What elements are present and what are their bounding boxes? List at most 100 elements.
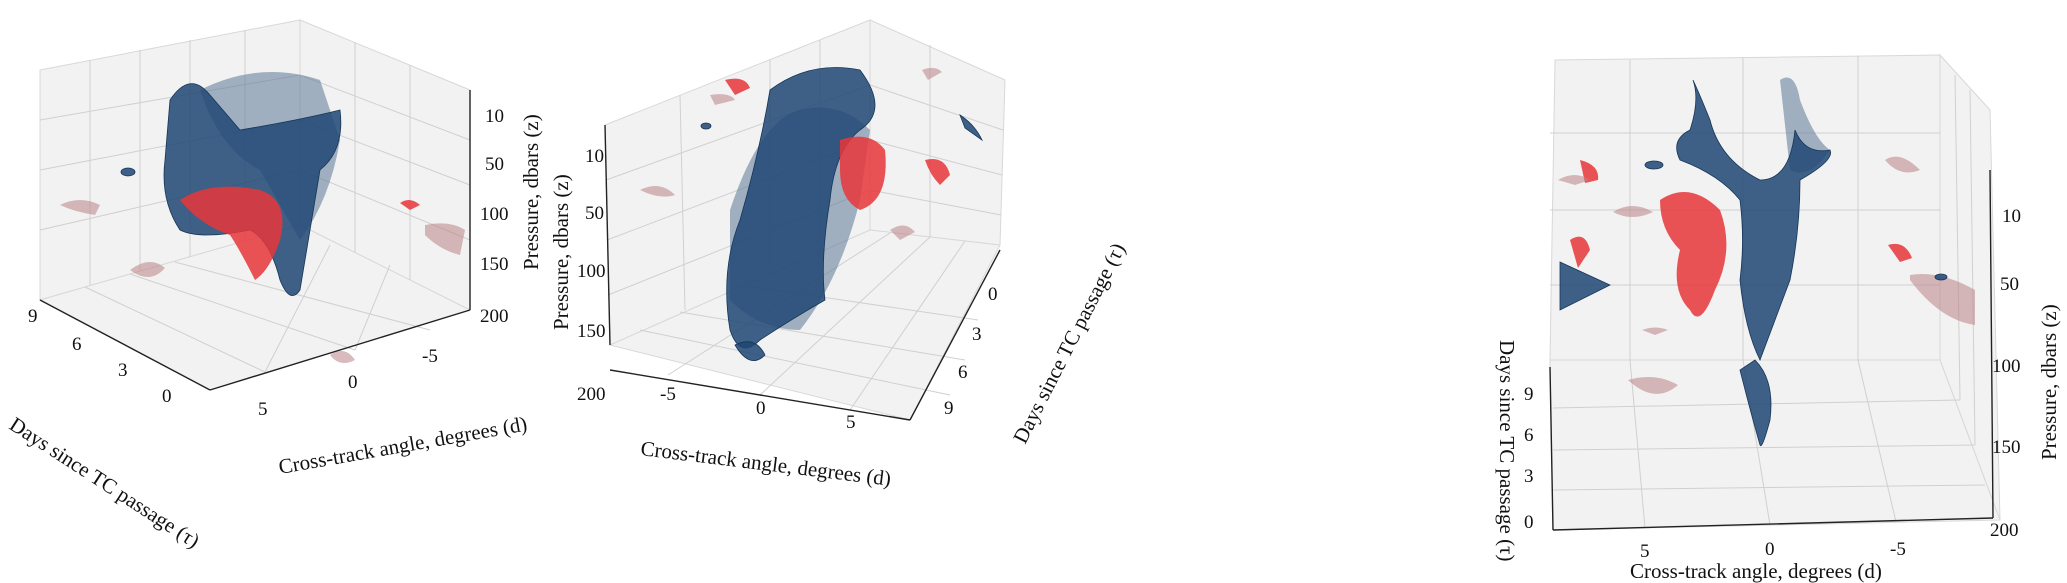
- tick-label: -5: [660, 384, 676, 405]
- tick-label: 150: [1992, 437, 2021, 458]
- negative-blob: [1644, 160, 1664, 170]
- tick-label: -5: [422, 346, 438, 367]
- crosstrack-tick-labels: 5 0 -5: [258, 346, 438, 420]
- pressure-axis-line: [1989, 169, 1994, 519]
- crosstrack-axis-label: Cross-track angle, degrees (d): [1630, 559, 1882, 583]
- tick-label: 50: [485, 154, 504, 175]
- positive-blob: [1885, 156, 1920, 173]
- tick-label: 3: [972, 324, 982, 345]
- tick-label: 10: [2002, 206, 2021, 227]
- crosstrack-tick-labels: 5 0 -5: [1640, 539, 1906, 562]
- tick-label: 6: [958, 362, 968, 383]
- crosstrack-axis-line: [609, 369, 911, 421]
- floor-pane: [1549, 359, 2001, 531]
- tick-label: 0: [162, 386, 172, 407]
- negative-blob: [1559, 261, 1611, 311]
- negative-isosurface: [1676, 79, 1832, 361]
- tick-label: 0: [988, 284, 998, 305]
- positive-blob: [1888, 243, 1912, 262]
- tick-label: 3: [118, 360, 128, 381]
- panel-left: 10 50 100 150 200 Pressure, dbars (z) 9 …: [5, 19, 543, 553]
- tick-label: 9: [1524, 384, 1534, 405]
- positive-isosurface: [1660, 192, 1727, 317]
- negative-blob: [959, 113, 983, 142]
- positive-blob: [725, 78, 750, 95]
- days-axis-line: [1549, 366, 1554, 531]
- tick-label: 10: [485, 106, 504, 127]
- tick-label: 5: [846, 412, 856, 433]
- positive-blob: [60, 200, 100, 215]
- positive-blob: [925, 159, 950, 185]
- crosstrack-axis-line: [1552, 517, 1994, 531]
- positive-blob: [890, 225, 915, 240]
- tick-label: 9: [944, 398, 954, 419]
- tick-label: 50: [585, 203, 604, 224]
- tick-label: 100: [1992, 356, 2021, 377]
- positive-blob: [330, 351, 355, 364]
- tick-label: 100: [577, 261, 606, 282]
- positive-isosurface: [180, 186, 283, 280]
- tick-label: 9: [28, 306, 38, 327]
- days-tick-labels: 9 6 3 0: [1524, 384, 1534, 533]
- tick-label: -5: [1890, 539, 1906, 560]
- crosstrack-axis-label: Cross-track angle, degrees (d): [277, 412, 529, 479]
- pressure-axis-line: [604, 124, 611, 346]
- days-tick-labels: 9 6 3 0: [28, 306, 172, 407]
- negative-blob: [1934, 273, 1948, 281]
- days-axis-label: Days since TC passage (τ): [1008, 239, 1130, 447]
- positive-blob: [130, 261, 165, 278]
- tick-label: 3: [1524, 466, 1534, 487]
- positive-blob: [1558, 175, 1590, 185]
- negative-isosurface: [726, 67, 876, 349]
- positive-blob: [400, 199, 420, 210]
- pressure-tick-labels: 10 50 100 150 200: [480, 106, 509, 327]
- negative-blob: [734, 341, 766, 362]
- pressure-tick-labels: 10 50 100 150 200: [1990, 206, 2021, 541]
- positive-blob: [1910, 274, 1975, 325]
- pressure-axis-label: Pressure, dbars (z): [519, 114, 543, 270]
- days-axis-label: Days since TC passage (τ): [1495, 340, 1519, 562]
- tick-label: 5: [1640, 541, 1650, 562]
- days-axis-label: Days since TC passage (τ): [5, 412, 204, 553]
- tick-label: 150: [577, 321, 606, 342]
- tick-label: 150: [480, 254, 509, 275]
- crosstrack-tick-labels: -5 0 5: [660, 384, 856, 433]
- tick-label: 100: [480, 204, 509, 225]
- positive-blob: [1642, 327, 1668, 335]
- tick-label: 6: [72, 334, 82, 355]
- tick-label: 0: [348, 372, 358, 393]
- tick-label: 200: [577, 384, 606, 405]
- positive-blob: [640, 186, 675, 197]
- days-axis-line: [39, 299, 211, 391]
- positive-blob: [710, 94, 735, 105]
- positive-isosurface: [840, 136, 886, 210]
- tick-label: 0: [1524, 512, 1534, 533]
- tick-label: 6: [1524, 425, 1534, 446]
- positive-blob: [1628, 376, 1678, 394]
- positive-blob: [1613, 206, 1653, 217]
- panel-middle: 10 50 100 150 200 Pressure, dbars (z) -5…: [549, 19, 1130, 491]
- negative-blob: [700, 122, 712, 130]
- panel-right: 10 50 100 150 200 Pressure, dbars (z) 9 …: [1495, 53, 2061, 583]
- positive-blob: [922, 67, 942, 80]
- pressure-tick-labels: 10 50 100 150 200: [577, 146, 606, 405]
- tick-label: 10: [585, 146, 604, 167]
- tick-label: 0: [756, 398, 766, 419]
- negative-isosurface-tip: [1739, 359, 1772, 447]
- tick-label: 0: [1765, 539, 1775, 560]
- pressure-axis-label: Pressure, dbars (z): [2037, 304, 2061, 460]
- days-tick-labels: 0 3 6 9: [944, 284, 998, 419]
- tick-label: 200: [480, 306, 509, 327]
- back-pane-right: [869, 19, 1006, 246]
- tick-label: 50: [2000, 274, 2019, 295]
- crosstrack-axis-line: [209, 309, 471, 391]
- crosstrack-axis-label: Cross-track angle, degrees (d): [639, 436, 892, 491]
- pressure-axis-label: Pressure, dbars (z): [549, 174, 573, 330]
- tick-label: 5: [258, 399, 268, 420]
- tick-label: 200: [1990, 520, 2019, 541]
- positive-blob: [425, 223, 465, 255]
- negative-blob: [120, 167, 136, 177]
- days-axis-line: [909, 249, 1001, 421]
- positive-blob: [1570, 236, 1590, 268]
